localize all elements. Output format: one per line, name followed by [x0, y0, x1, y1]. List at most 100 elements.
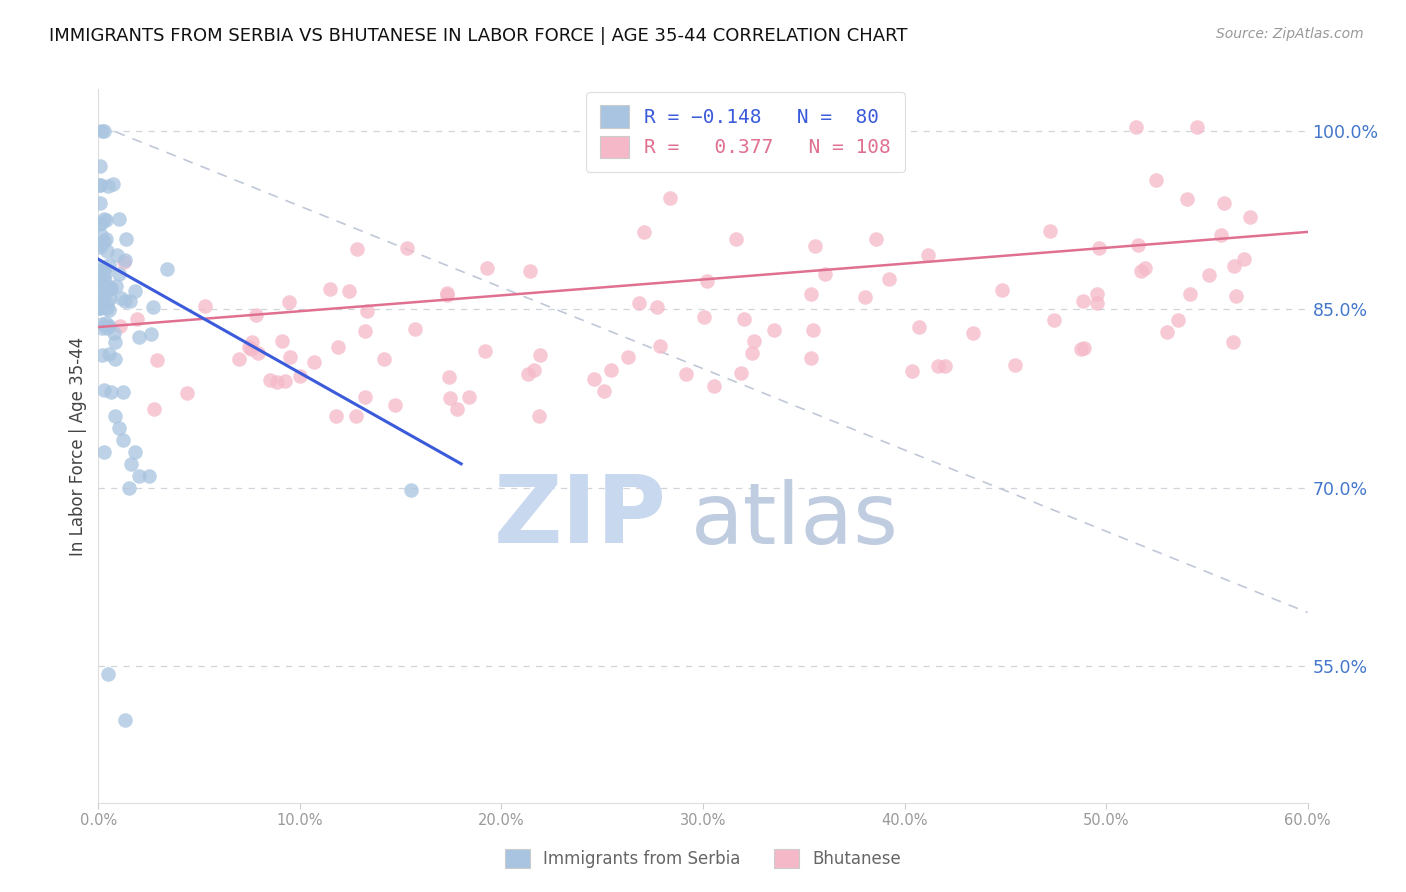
Point [94, 231, 117, 245]
Text: Source: ZipAtlas.com: Source: ZipAtlas.com [1216, 27, 1364, 41]
Point [120, 457, 142, 471]
Point [128, 330, 150, 344]
Point [89, 301, 111, 316]
Point [734, 312, 756, 326]
Point [814, 267, 837, 281]
Point [356, 304, 378, 318]
Point [104, 335, 127, 350]
Point [353, 390, 375, 404]
Point [1167, 313, 1189, 327]
Point [396, 241, 419, 255]
Text: ZIP: ZIP [494, 471, 666, 564]
Point [96, 244, 118, 258]
Point [288, 369, 311, 384]
Point [934, 359, 956, 373]
Point [927, 359, 949, 373]
Point [373, 351, 395, 366]
Point [326, 340, 349, 354]
Point [228, 351, 250, 366]
Point [98, 258, 121, 272]
Point [89, 196, 111, 211]
Point [527, 409, 550, 424]
Point [125, 311, 148, 326]
Point [98, 291, 121, 305]
Point [90, 273, 112, 287]
Point [659, 191, 682, 205]
Point [1144, 172, 1167, 186]
Point [627, 296, 650, 310]
Point [516, 367, 538, 381]
Point [90, 216, 112, 230]
Point [96, 301, 118, 315]
Point [90, 348, 112, 362]
Point [97, 667, 120, 681]
Point [901, 364, 924, 378]
Point [100, 281, 122, 295]
Point [404, 322, 426, 336]
Point [96, 321, 118, 335]
Point [91, 293, 114, 307]
Point [124, 284, 146, 298]
Point [675, 367, 697, 381]
Point [94, 316, 117, 330]
Point [991, 283, 1014, 297]
Point [124, 445, 146, 459]
Point [118, 481, 141, 495]
Point [800, 287, 823, 301]
Point [1185, 120, 1208, 135]
Point [742, 334, 765, 348]
Point [582, 372, 605, 386]
Point [1225, 289, 1247, 303]
Point [436, 288, 458, 302]
Point [762, 323, 785, 337]
Point [90, 264, 112, 278]
Point [1133, 260, 1156, 275]
Point [93, 270, 115, 285]
Point [302, 355, 325, 369]
Text: IMMIGRANTS FROM SERBIA VS BHUTANESE IN LABOR FORCE | AGE 35-44 CORRELATION CHART: IMMIGRANTS FROM SERBIA VS BHUTANESE IN L… [49, 27, 908, 45]
Point [1087, 296, 1109, 310]
Point [319, 282, 342, 296]
Text: atlas: atlas [690, 479, 898, 563]
Point [703, 379, 725, 393]
Y-axis label: In Labor Force | Age 35-44: In Labor Force | Age 35-44 [69, 336, 87, 556]
Point [741, 345, 763, 359]
Point [475, 261, 498, 276]
Point [346, 242, 368, 256]
Point [1223, 259, 1246, 273]
Point [865, 232, 887, 246]
Point [529, 348, 551, 362]
Point [114, 293, 136, 308]
Point [240, 334, 263, 349]
Point [238, 340, 260, 354]
Point [801, 323, 824, 337]
Point [1043, 313, 1066, 327]
Point [98, 281, 121, 295]
Point [146, 352, 169, 367]
Point [337, 284, 360, 298]
Point [128, 468, 150, 483]
Point [648, 338, 671, 352]
Point [101, 178, 124, 192]
Point [114, 713, 136, 727]
Point [93, 211, 115, 226]
Point [599, 363, 621, 377]
Point [266, 375, 288, 389]
Point [1073, 341, 1095, 355]
Point [89, 300, 111, 314]
Point [240, 343, 263, 357]
Point [1088, 241, 1111, 255]
Point [89, 178, 111, 192]
Point [138, 468, 160, 483]
Point [1178, 286, 1201, 301]
Point [446, 402, 468, 417]
Point [399, 483, 422, 497]
Point [436, 285, 458, 300]
Point [277, 295, 299, 310]
Point [439, 391, 461, 405]
Point [245, 308, 267, 322]
Point [105, 279, 128, 293]
Point [90, 237, 112, 252]
Point [693, 310, 716, 324]
Point [103, 326, 125, 341]
